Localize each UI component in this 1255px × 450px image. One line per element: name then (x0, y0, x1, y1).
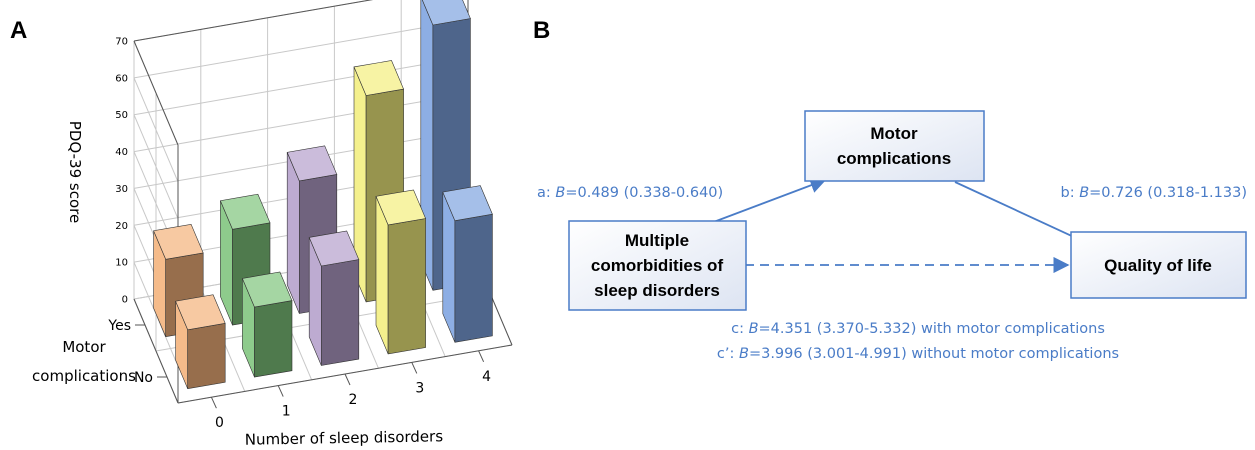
y-tick-label: Yes (107, 318, 131, 334)
y-tick-label: No (134, 370, 153, 386)
x-tick-label: 2 (349, 392, 358, 408)
panel-letter-a: A (10, 17, 27, 44)
z-axis-label: PDQ-39 score (66, 121, 84, 223)
z-tick-label: 20 (115, 221, 128, 232)
grid-line (133, 0, 374, 42)
z-tick-label: 50 (115, 110, 128, 121)
x-tick-label: 1 (282, 404, 291, 420)
x-axis-label: Number of sleep disorders (245, 427, 444, 448)
chart-bars (153, 0, 493, 390)
path-c-label: c: B=4.351 (3.370-5.332) with motor comp… (731, 321, 1105, 337)
mediator-line2: complications (837, 149, 951, 168)
mediator-node (804, 110, 985, 182)
bar-top-face (153, 223, 204, 260)
dependent-node (1070, 231, 1247, 299)
axis-edge (133, 298, 179, 404)
panel-letter-b: B (533, 17, 550, 44)
bar-front-face (187, 322, 226, 390)
grid-line (133, 93, 469, 153)
grid-line (133, 19, 469, 79)
mediation-diagram: Motor complications Multiple comorbiditi… (537, 110, 1248, 362)
dependent-line1: Quality of life (1104, 256, 1212, 275)
bar-front-face (387, 218, 426, 355)
grid-line (133, 56, 469, 116)
axis-edge (133, 0, 374, 42)
path-b-label: b: B=0.726 (0.318-1.133) (1061, 185, 1248, 201)
bar-top-face (286, 145, 338, 182)
x-tick-label: 4 (482, 369, 491, 385)
chart-labels: 0 10 20 30 40 50 60 70 0 1 2 3 4 No Yes (107, 37, 491, 432)
bar-no-3 (375, 189, 427, 355)
x-tick-mark (210, 396, 217, 409)
bar-top-face (442, 185, 493, 222)
y-axis-label-line1: Motor (62, 338, 106, 356)
independent-node (568, 220, 747, 311)
independent-line3: sleep disorders (594, 281, 720, 300)
bar-top-face (241, 271, 293, 308)
x-tick-mark (478, 350, 485, 363)
bar-front-face (254, 300, 293, 378)
bar-front-face (320, 259, 360, 366)
bar-no-0 (175, 294, 226, 390)
independent-line2: comorbidities of (591, 256, 724, 275)
x-tick-mark (277, 385, 284, 397)
z-tick-label: 70 (115, 37, 128, 48)
bar-top-face (375, 189, 427, 226)
bar-top-face (421, 0, 471, 26)
bar-no-4 (442, 185, 493, 343)
bar-top-face (175, 294, 226, 331)
bar-top-face (219, 193, 271, 230)
x-tick-label: 3 (415, 380, 424, 396)
x-tick-mark (411, 362, 418, 374)
bar-no-1 (241, 271, 293, 378)
z-tick-label: 40 (115, 147, 128, 158)
path-c-prime-label: c’: B=3.996 (3.001-4.991) without motor … (717, 346, 1119, 362)
bar-no-2 (308, 230, 360, 366)
z-tick-label: 60 (115, 73, 128, 84)
x-tick-label: 0 (215, 415, 224, 431)
independent-line1: Multiple (625, 231, 689, 250)
axis-edge (133, 40, 179, 146)
z-tick-label: 30 (115, 184, 128, 195)
y-axis-label-line2: complications (32, 367, 136, 385)
x-tick-mark (344, 373, 351, 386)
mediator-line1: Motor (870, 124, 918, 143)
z-tick-label: 0 (122, 295, 128, 306)
z-tick-label: 10 (115, 258, 128, 269)
path-a-label: a: B=0.489 (0.338-0.640) (537, 185, 723, 201)
bar-top-face (353, 60, 405, 96)
bar-top-face (308, 230, 360, 267)
bar-front-face (454, 213, 493, 343)
